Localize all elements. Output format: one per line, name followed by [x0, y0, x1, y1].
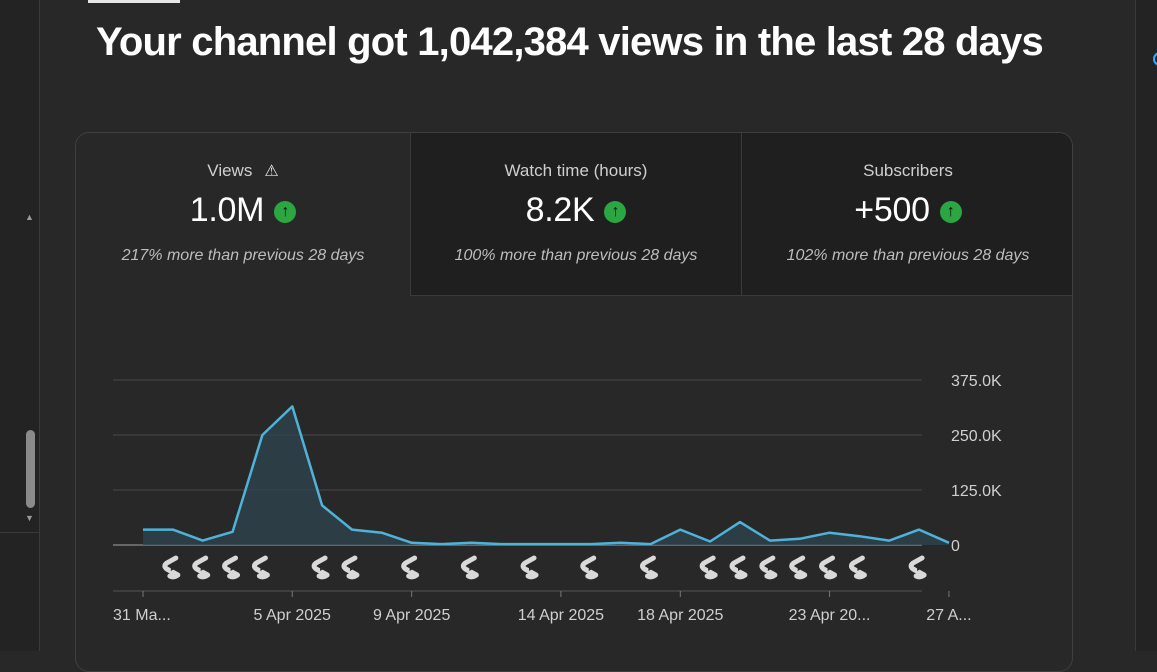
- shorts-icon[interactable]: [759, 555, 778, 580]
- page-title: Your channel got 1,042,384 views in the …: [96, 20, 1044, 64]
- x-tick-label: 9 Apr 2025: [373, 607, 451, 624]
- sidebar-divider: [0, 532, 39, 533]
- subscribers-comparison: 102% more than previous 28 days: [786, 247, 1030, 264]
- x-tick-label: 23 Apr 20...: [789, 607, 871, 624]
- shorts-icon[interactable]: [908, 555, 927, 580]
- views-label: Views: [207, 161, 253, 180]
- watch-time-comparison: 100% more than previous 28 days: [454, 247, 698, 264]
- shorts-icon[interactable]: [729, 555, 748, 580]
- x-tick-label: 27 A...: [926, 607, 971, 624]
- shorts-icon[interactable]: [848, 555, 867, 580]
- shorts-icon[interactable]: [460, 555, 479, 580]
- y-tick-label: 0: [951, 538, 960, 555]
- y-tick-label: 125.0K: [951, 483, 1002, 500]
- y-tick-label: 250.0K: [951, 428, 1002, 445]
- shorts-icon[interactable]: [580, 555, 599, 580]
- views-comparison: 217% more than previous 28 days: [121, 247, 365, 264]
- views-series-line: [143, 405, 950, 546]
- tab-views[interactable]: Views ⚠ 1.0M ↑ 217% more than previous 28 …: [76, 133, 410, 296]
- shorts-icon[interactable]: [222, 555, 241, 580]
- x-tick-label: 31 Ma...: [113, 607, 171, 624]
- x-tick-label: 14 Apr 2025: [518, 607, 604, 624]
- shorts-icon[interactable]: [699, 555, 718, 580]
- scroll-up-arrow-icon[interactable]: ▲: [25, 212, 34, 222]
- views-chart[interactable]: 375.0K 250.0K 125.0K 0 31 Ma... 5 Apr 2025 9 A…: [76, 133, 1073, 653]
- shorts-icon[interactable]: [341, 555, 360, 580]
- tab-watch-time[interactable]: Watch time (hours) 8.2K ↑ 100% more than …: [410, 133, 741, 296]
- shorts-icon[interactable]: [162, 555, 181, 580]
- shorts-icon[interactable]: [639, 555, 658, 580]
- x-tick-label: 18 Apr 2025: [637, 607, 723, 624]
- x-tick-label: 5 Apr 2025: [254, 607, 332, 624]
- views-value: 1.0M: [189, 191, 265, 229]
- top-tab-indicator: [88, 0, 180, 3]
- trend-up-arrow-icon: ↑: [604, 201, 627, 223]
- analytics-card: Views ⚠ 1.0M ↑ 217% more than previous 28 …: [75, 132, 1073, 672]
- subscribers-value: +500: [854, 191, 930, 229]
- left-sidebar-edge: ▲ ▼: [0, 0, 40, 651]
- metric-tabs: Views ⚠ 1.0M ↑ 217% more than previous 28 …: [76, 133, 1072, 296]
- views-area-fill: [143, 406, 949, 545]
- shorts-icon[interactable]: [192, 555, 211, 580]
- y-tick-label: 375.0K: [951, 373, 1002, 390]
- trend-up-arrow-icon: ↑: [939, 201, 962, 223]
- shorts-icon[interactable]: [401, 555, 420, 580]
- shorts-icon[interactable]: [819, 555, 838, 580]
- right-panel-edge: [1135, 0, 1157, 651]
- shorts-icon[interactable]: [789, 555, 808, 580]
- watch-time-label: Watch time (hours): [504, 161, 648, 180]
- shorts-icon[interactable]: [520, 555, 539, 580]
- subscribers-label: Subscribers: [863, 161, 953, 180]
- tabs-divider: [410, 295, 1072, 296]
- watch-time-value: 8.2K: [525, 191, 595, 229]
- shorts-icon[interactable]: [251, 555, 270, 580]
- scrollbar-thumb[interactable]: [26, 430, 35, 508]
- tab-subscribers[interactable]: Subscribers +500 ↑ 102% more than previou…: [741, 133, 1072, 296]
- shorts-icon[interactable]: [311, 555, 330, 580]
- scroll-down-arrow-icon[interactable]: ▼: [25, 513, 34, 523]
- help-circle-icon[interactable]: [1153, 52, 1157, 66]
- warning-triangle-icon[interactable]: ⚠: [264, 163, 279, 180]
- trend-up-arrow-icon: ↑: [274, 201, 297, 223]
